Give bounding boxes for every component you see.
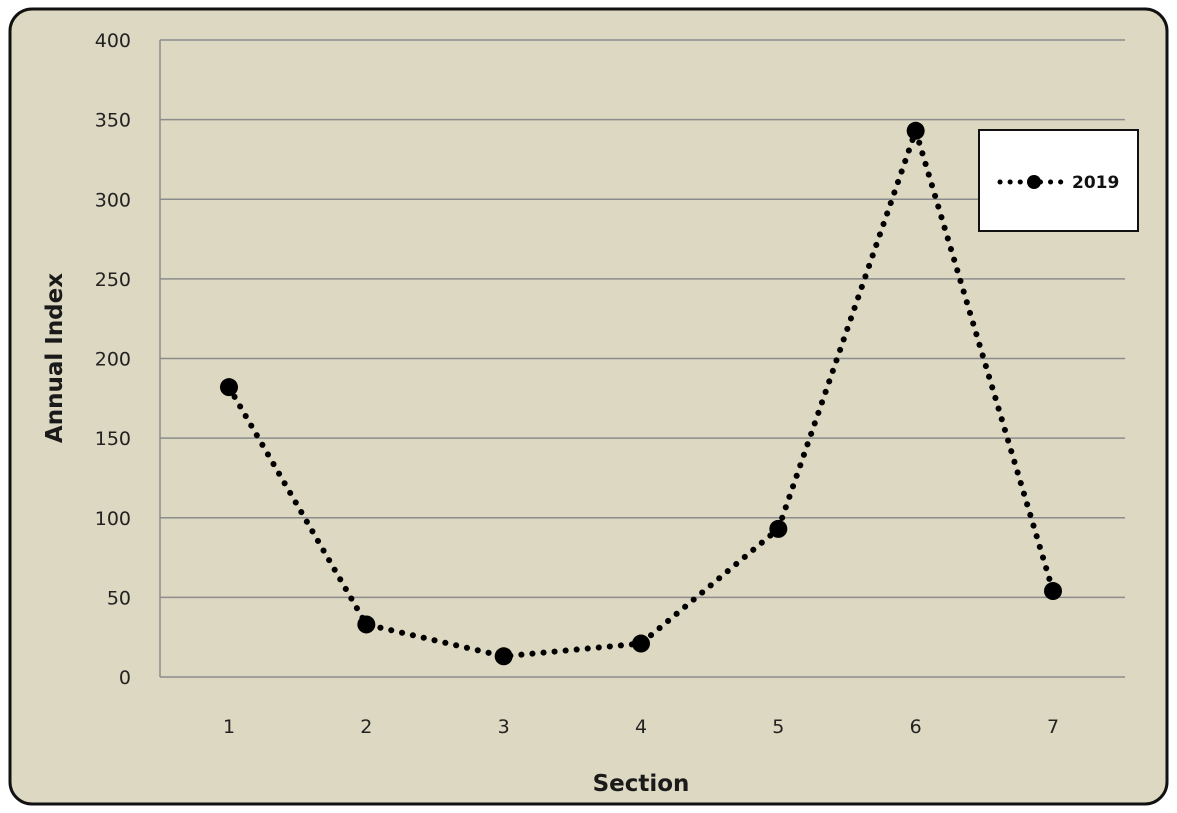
legend-box	[978, 129, 1139, 232]
data-point-5	[769, 519, 788, 538]
y-tick-label: 400	[95, 30, 131, 52]
chart-background	[8, 7, 1169, 806]
y-tick-label: 250	[95, 269, 131, 291]
x-tick-label: 4	[635, 716, 647, 738]
x-tick-label: 5	[772, 716, 784, 738]
x-tick-label: 7	[1047, 716, 1059, 738]
x-axis-title: Section	[593, 771, 690, 797]
y-tick-labels: 0 50 100 150 200 250 300 350 400	[95, 30, 131, 689]
x-tick-label: 1	[223, 716, 235, 738]
series-2019	[220, 120, 1062, 666]
data-point-1	[220, 378, 238, 397]
y-tick-label: 200	[95, 349, 131, 371]
x-tick-labels: 1 2 3 4 5 6 7	[223, 716, 1059, 738]
data-point-7	[1044, 582, 1062, 601]
y-tick-label: 300	[95, 189, 131, 211]
x-tick-label: 6	[910, 716, 922, 738]
data-point-3	[494, 647, 513, 666]
y-tick-label: 100	[95, 508, 131, 530]
y-axis-title: Annual Index	[42, 273, 68, 443]
y-tick-label: 50	[107, 587, 131, 609]
y-tick-label: 0	[119, 667, 131, 689]
data-point-6	[906, 121, 925, 140]
y-tick-label: 150	[95, 428, 131, 450]
x-tick-label: 2	[360, 716, 372, 738]
legend-label-2019: 2019	[1072, 173, 1119, 193]
legend: 2019	[978, 129, 1139, 232]
data-point-4	[632, 634, 650, 653]
gridlines	[160, 39, 1125, 678]
legend-marker	[1027, 175, 1041, 189]
x-tick-label: 3	[498, 716, 510, 738]
data-point-2	[357, 615, 376, 634]
y-tick-label: 350	[95, 110, 131, 132]
